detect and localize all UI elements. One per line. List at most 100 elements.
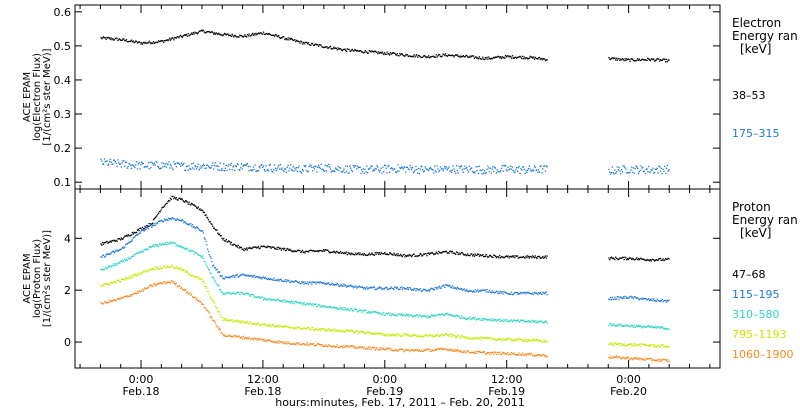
electron-data-point [366, 51, 368, 53]
proton-data-point [342, 330, 344, 332]
proton-data-point [633, 259, 635, 261]
electron-data-point [503, 164, 505, 167]
proton-data-point [201, 209, 203, 211]
proton-data-point [521, 352, 524, 354]
proton-data-point [506, 256, 508, 258]
proton-data-point [313, 281, 315, 283]
proton-data-point [306, 344, 308, 346]
proton-data-point [164, 219, 166, 222]
electron-data-point [202, 29, 205, 31]
proton-data-point [427, 315, 429, 317]
electron-data-point [431, 55, 433, 58]
electron-data-point [542, 58, 544, 60]
electron-data-point [396, 53, 398, 55]
proton-data-point [499, 320, 502, 323]
electron-data-point [200, 165, 202, 167]
proton-data-point [417, 335, 420, 337]
proton-data-point [359, 331, 361, 333]
proton-data-point [544, 292, 547, 294]
proton-data-point [118, 237, 120, 240]
proton-data-point [622, 344, 624, 346]
electron-data-point [656, 58, 658, 60]
proton-data-point [142, 229, 144, 232]
proton-data-point [250, 275, 252, 277]
proton-data-point [340, 330, 343, 332]
proton-data-point [511, 293, 514, 296]
proton-data-point [466, 255, 468, 257]
electron-data-point [339, 48, 342, 50]
electron-data-point [135, 164, 137, 166]
proton-data-point [226, 320, 228, 322]
proton-data-point [538, 292, 540, 294]
proton-data-point [182, 200, 184, 202]
proton-data-point [481, 336, 483, 338]
proton-data-point [381, 314, 383, 316]
proton-data-point [158, 210, 161, 213]
proton-data-point [647, 298, 649, 301]
proton-data-point [370, 332, 372, 334]
proton-data-point [470, 319, 472, 321]
proton-data-point [342, 306, 344, 309]
proton-data-point [130, 256, 133, 258]
electron-data-point [393, 52, 395, 54]
proton-data-point [458, 288, 460, 290]
proton-data-point [250, 248, 252, 250]
electron-data-point [144, 41, 146, 43]
proton-data-point [469, 255, 471, 257]
proton-data-point [428, 252, 430, 254]
proton-data-point [495, 257, 497, 259]
proton-data-point [213, 227, 216, 229]
electron-data-point [159, 40, 161, 43]
electron-data-point [475, 166, 477, 168]
proton-data-point [640, 343, 642, 345]
proton-data-point [127, 234, 129, 236]
proton-data-point [414, 349, 416, 351]
proton-data-point [248, 275, 250, 277]
proton-data-point [615, 298, 617, 300]
electron-data-point [430, 56, 432, 58]
proton-data-point [227, 318, 229, 321]
electron-data-point [196, 32, 198, 34]
proton-data-point [394, 314, 396, 317]
proton-data-point [184, 221, 186, 223]
proton-data-point [114, 282, 117, 284]
proton-data-point [619, 356, 621, 358]
proton-data-point [641, 359, 643, 361]
proton-data-point [214, 305, 216, 307]
proton-data-point [360, 309, 362, 311]
proton-data-point [218, 271, 221, 273]
proton-data-point [163, 205, 166, 207]
proton-data-point [294, 326, 296, 329]
proton-data-point [403, 287, 405, 289]
proton-data-point [420, 350, 422, 352]
electron-data-point [406, 54, 409, 56]
electron-data-point [524, 172, 526, 174]
proton-data-point [292, 281, 294, 283]
electron-data-point [367, 172, 369, 174]
electron-data-point [113, 159, 115, 161]
proton-data-point [437, 348, 439, 350]
proton-data-point [156, 266, 158, 268]
electron-data-point [167, 39, 169, 42]
proton-data-point [174, 267, 176, 269]
electron-data-point [246, 162, 249, 165]
proton-data-point [152, 267, 154, 269]
proton-data-point [345, 286, 348, 288]
proton-data-point [239, 246, 241, 248]
proton-data-point [276, 341, 278, 344]
proton-data-point [177, 199, 179, 201]
proton-data-point [490, 292, 492, 294]
proton-data-point [207, 290, 210, 292]
proton-data-point [352, 330, 354, 333]
proton-data-point [438, 287, 440, 289]
electron-data-point [505, 55, 507, 57]
proton-data-point [339, 308, 341, 310]
proton-data-point [295, 250, 297, 253]
proton-data-point [608, 343, 610, 345]
electron-data-point [301, 172, 303, 174]
proton-data-point [626, 297, 629, 299]
proton-data-point [404, 256, 406, 258]
proton-data-point [337, 284, 339, 286]
proton-data-point [405, 349, 407, 351]
proton-data-point [480, 319, 482, 321]
